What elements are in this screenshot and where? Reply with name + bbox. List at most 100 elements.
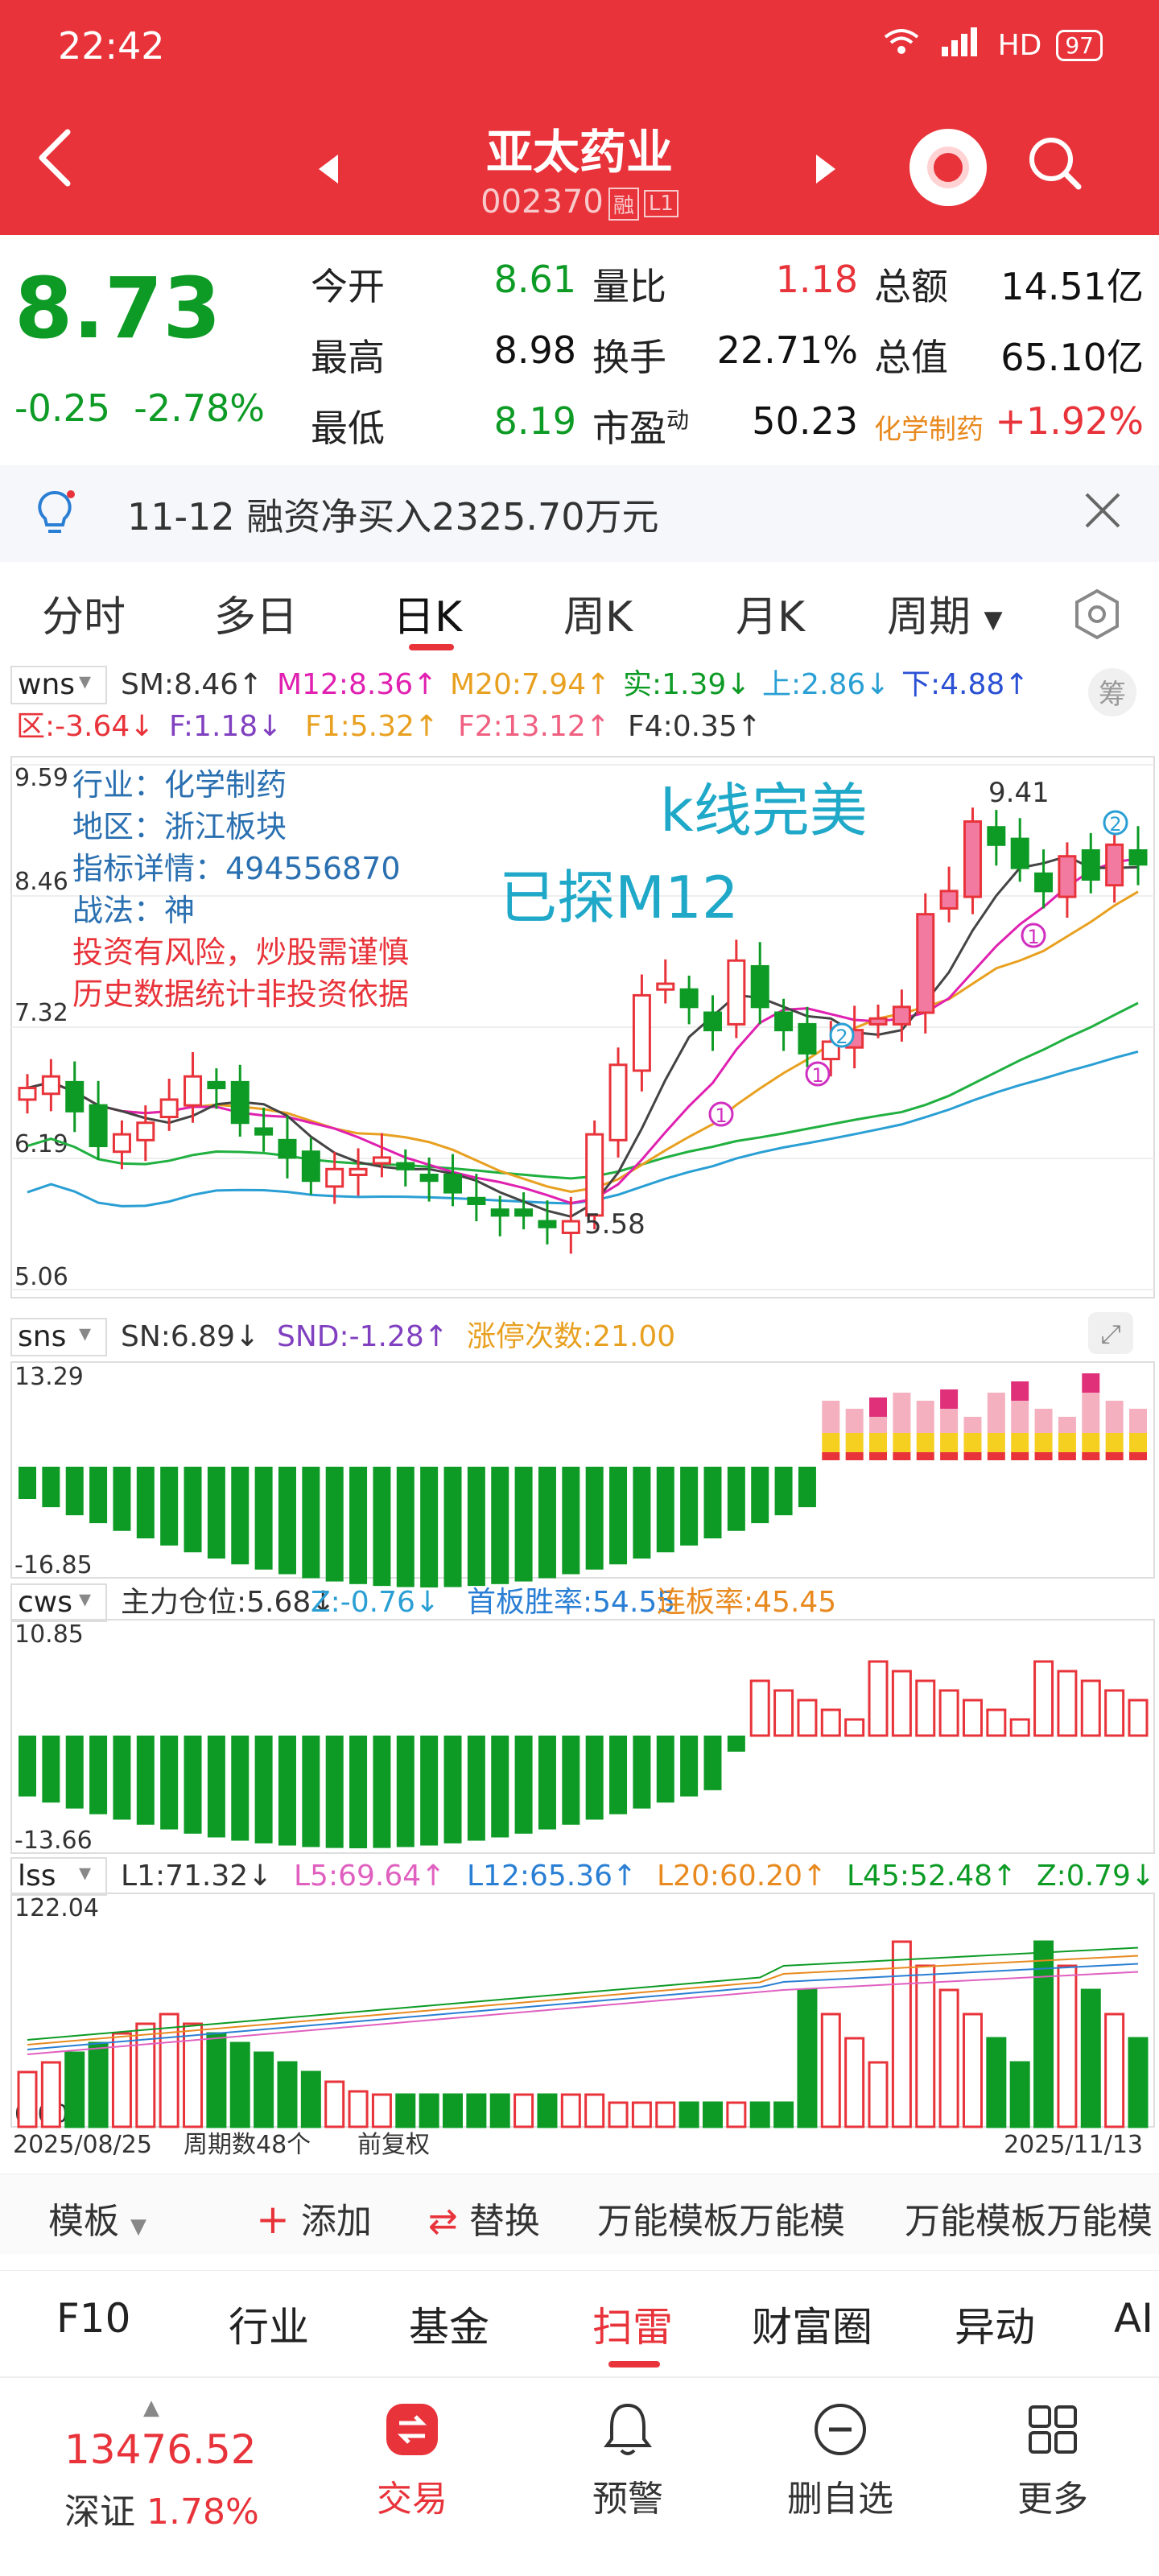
tab-monthly-k[interactable]: 月K	[736, 593, 806, 642]
sns-bar	[727, 1467, 745, 1531]
chart-period-tabs: 分时 多日 日K 周K 月K 周期 ▼	[0, 573, 1159, 660]
candle-body	[159, 1098, 179, 1119]
volume-bar	[300, 2070, 321, 2128]
sns-bar	[633, 1467, 651, 1559]
sns-bar	[1034, 1433, 1053, 1452]
wifi-icon	[882, 27, 921, 64]
quote-value: 14.51亿	[1000, 265, 1144, 308]
notice-banner[interactable]: 11-12 融资净买入2325.70万元	[0, 465, 1159, 562]
candle-body	[538, 1220, 557, 1228]
tab-ai[interactable]: AI	[1114, 2295, 1153, 2342]
volume-bar	[797, 1988, 818, 2128]
cws-bottom-tick: -13.66	[14, 1827, 93, 1855]
chart-area[interactable]: wns ▾ SM:8.46↑ M12:8.36↑ M20:7.94↑ 实:1.39↓ 上:2…	[0, 662, 1159, 2167]
back-button[interactable]	[32, 126, 97, 190]
alert-button[interactable]: 预警	[563, 2397, 692, 2521]
sns-bar	[987, 1452, 1005, 1460]
template-dropdown[interactable]: 模板 ▼	[48, 2201, 146, 2242]
sns-bar	[1034, 1409, 1053, 1433]
sns-value: SND:-1.28↑	[277, 1320, 448, 1353]
close-notice-button[interactable]	[1079, 486, 1127, 535]
sns-bar	[940, 1452, 959, 1460]
tab-daily-k[interactable]: 日K	[393, 593, 463, 642]
sns-bar	[42, 1467, 60, 1508]
index-value[interactable]: 13476.52	[64, 2426, 257, 2473]
grid-icon	[1021, 2397, 1085, 2462]
cws-bar	[184, 1736, 202, 1834]
volume-bar	[773, 2101, 794, 2128]
tab-f10[interactable]: F10	[56, 2295, 131, 2342]
tab-weekly-k[interactable]: 周K	[563, 593, 633, 642]
template-item-1[interactable]: 万能模板万能模	[597, 2201, 845, 2242]
cws-bar	[1009, 1718, 1030, 1737]
sns-bar	[869, 1417, 888, 1433]
search-button[interactable]	[1025, 134, 1083, 192]
volume-bar	[749, 2101, 770, 2128]
minus-circle-icon	[808, 2397, 872, 2462]
remove-watchlist-button[interactable]: 删自选	[776, 2397, 905, 2521]
volume-bar	[135, 2022, 156, 2128]
replace-button[interactable]: ⇄ 替换	[428, 2201, 540, 2242]
sns-bar	[1034, 1452, 1053, 1460]
tab-multiday[interactable]: 多日	[214, 593, 299, 642]
volume-bar	[514, 2093, 534, 2128]
low-price-label: 5.58	[584, 1208, 645, 1241]
candle-body	[703, 1011, 722, 1032]
active-tab-indicator	[409, 644, 454, 650]
volume-bar	[655, 2101, 676, 2128]
kline-chart[interactable]: wns ▾ SM:8.46↑ M12:8.36↑ M20:7.94↑ 实:1.39↓ 上:2…	[0, 662, 1159, 2167]
template-item-2[interactable]: 万能模板万能模	[905, 2201, 1153, 2242]
candle-body	[632, 993, 651, 1072]
cws-bar	[962, 1699, 983, 1737]
lss-frame	[10, 1893, 1155, 2128]
tab-wealth-circle[interactable]: 财富圈	[752, 2304, 872, 2351]
cws-bar	[797, 1699, 818, 1737]
prev-stock-button[interactable]	[319, 155, 338, 184]
candle-body	[349, 1167, 368, 1177]
next-stock-button[interactable]	[816, 155, 835, 184]
sns-bar	[1058, 1452, 1076, 1460]
mascot-icon[interactable]	[909, 129, 987, 206]
quote-label: 总额	[874, 265, 948, 308]
cws-bar	[538, 1736, 556, 1830]
add-button[interactable]: + 添加	[256, 2196, 372, 2243]
quote-label: 最高	[311, 336, 385, 379]
signal-marker-label: 2	[1109, 813, 1121, 836]
cws-bar	[1104, 1689, 1125, 1737]
cws-bar	[844, 1718, 865, 1737]
tab-minesweep[interactable]: 扫雷	[592, 2304, 673, 2351]
signal-marker	[805, 1061, 831, 1087]
info-line: 行业：化学制药	[72, 767, 287, 803]
system-icons: HD 97	[882, 27, 1103, 64]
sns-bar	[1105, 1433, 1124, 1452]
trade-button[interactable]: 交易	[348, 2397, 476, 2521]
tab-timeshare[interactable]: 分时	[42, 593, 126, 642]
tab-period[interactable]: 周期 ▼	[887, 593, 1003, 642]
sns-bar	[1129, 1452, 1147, 1460]
sns-bar	[491, 1467, 509, 1584]
more-button[interactable]: 更多	[988, 2397, 1117, 2521]
lightbulb-icon	[31, 488, 79, 539]
status-time: 22:42	[58, 24, 165, 68]
candle-body	[585, 1133, 604, 1217]
volume-bar	[111, 2032, 132, 2128]
tab-industry[interactable]: 行业	[229, 2304, 309, 2351]
tab-abnormal[interactable]: 异动	[955, 2304, 1035, 2351]
volume-bar	[1057, 1964, 1078, 2128]
sns-bar	[1082, 1433, 1100, 1452]
volume-bar	[986, 2037, 1007, 2128]
expand-up-icon[interactable]: ▲	[143, 2396, 159, 2420]
sns-bar	[373, 1467, 391, 1587]
lss-value: L45:52.48↑	[847, 1860, 1017, 1893]
info-line: 投资有风险，炒股需谨慎	[72, 935, 409, 970]
cws-bar	[680, 1736, 699, 1797]
active-tab-indicator	[608, 2361, 660, 2368]
cws-bar	[443, 1736, 462, 1843]
cws-bar	[113, 1736, 131, 1820]
candle-body	[443, 1174, 463, 1194]
tab-fund[interactable]: 基金	[409, 2304, 489, 2351]
index-name[interactable]: 深证 1.78%	[64, 2491, 259, 2533]
quote-label: 量比	[592, 265, 666, 308]
trade-icon	[380, 2397, 444, 2462]
settings-hex-icon[interactable]	[1070, 588, 1124, 641]
